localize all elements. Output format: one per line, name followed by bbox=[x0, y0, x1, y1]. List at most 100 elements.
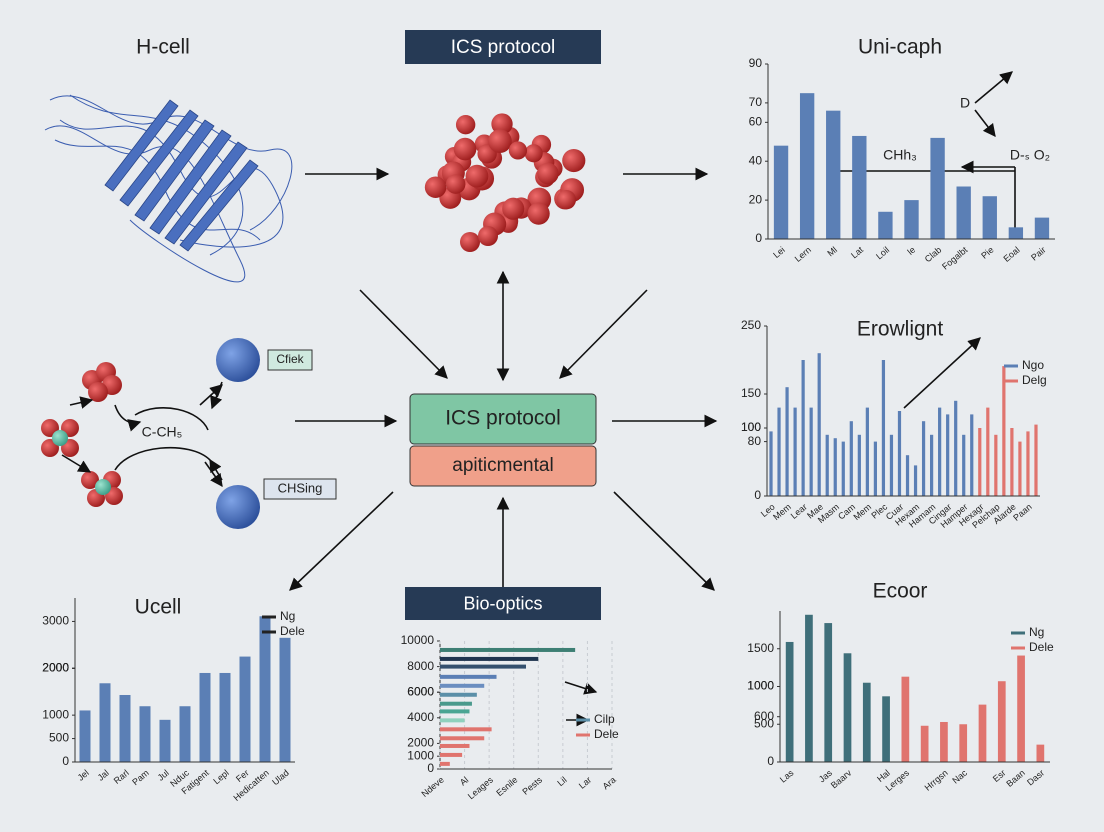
atom bbox=[562, 149, 586, 173]
bar bbox=[1018, 441, 1022, 496]
bar bbox=[139, 706, 151, 762]
bar bbox=[873, 441, 878, 496]
atom bbox=[524, 144, 543, 163]
annotation: D bbox=[960, 95, 970, 111]
bar bbox=[119, 694, 131, 762]
y-tick-label: 70 bbox=[749, 95, 763, 109]
bar bbox=[852, 135, 867, 239]
y-tick-label: 3000 bbox=[42, 614, 69, 628]
bar bbox=[1036, 744, 1045, 762]
bar bbox=[440, 647, 576, 652]
bar bbox=[862, 682, 871, 762]
y-tick-label: 6000 bbox=[407, 684, 434, 698]
atom bbox=[488, 129, 512, 153]
y-tick-label: 0 bbox=[754, 488, 761, 502]
legend-label: Dele bbox=[1029, 640, 1054, 654]
label-box bbox=[267, 349, 313, 371]
bar bbox=[920, 725, 929, 762]
atom bbox=[491, 113, 513, 135]
bar bbox=[440, 727, 492, 732]
bar bbox=[440, 674, 497, 679]
atom bbox=[502, 197, 525, 220]
bar bbox=[938, 407, 942, 496]
atom bbox=[455, 115, 476, 135]
y-tick-label: 1000 bbox=[747, 679, 774, 693]
bar bbox=[997, 681, 1006, 762]
annotation: D-ₛ O₂ bbox=[1010, 147, 1050, 163]
bar bbox=[849, 421, 853, 496]
y-tick-label: 2000 bbox=[42, 660, 69, 674]
bar bbox=[940, 721, 948, 762]
bar bbox=[793, 407, 797, 496]
atom bbox=[460, 232, 480, 252]
bar bbox=[994, 434, 998, 496]
bar bbox=[904, 200, 919, 239]
bar bbox=[785, 641, 794, 762]
bar bbox=[905, 455, 910, 496]
bar bbox=[897, 411, 902, 496]
bar bbox=[440, 709, 470, 714]
y-tick-label: 80 bbox=[748, 434, 762, 448]
bar bbox=[881, 360, 886, 496]
y-tick-label: 500 bbox=[49, 731, 69, 745]
label-top: Cfiek bbox=[276, 352, 304, 366]
bar bbox=[930, 137, 945, 239]
bar bbox=[970, 414, 974, 496]
bar bbox=[956, 186, 971, 239]
bar bbox=[825, 434, 829, 496]
bar bbox=[913, 465, 918, 496]
atom bbox=[445, 174, 466, 194]
bar bbox=[809, 407, 813, 496]
y-tick-label: 250 bbox=[741, 318, 761, 332]
annotation: CHh₃ bbox=[883, 147, 917, 163]
y-tick-label: 100 bbox=[741, 420, 761, 434]
chart-title: Erowlignt bbox=[857, 318, 944, 341]
bar bbox=[440, 664, 526, 669]
bar bbox=[1010, 428, 1014, 496]
bar bbox=[769, 431, 773, 496]
y-tick-label: 10000 bbox=[401, 633, 435, 647]
y-tick-label: 8000 bbox=[407, 659, 434, 673]
bar bbox=[773, 145, 789, 239]
bar bbox=[785, 387, 789, 496]
y-tick-label: 1500 bbox=[747, 641, 774, 655]
bar bbox=[1026, 431, 1030, 496]
protein-title: H-cell bbox=[136, 36, 190, 59]
bar bbox=[817, 353, 821, 496]
bar bbox=[843, 653, 852, 762]
legend-label: Dele bbox=[594, 727, 619, 741]
reaction-molecules bbox=[41, 338, 260, 529]
y-tick-label: 0 bbox=[767, 754, 774, 768]
x-tick-label: le bbox=[906, 245, 918, 257]
y-tick-label: 90 bbox=[749, 56, 763, 70]
bar bbox=[826, 110, 841, 240]
y-tick-label: 6000 bbox=[407, 684, 434, 698]
bar bbox=[440, 743, 470, 748]
atom bbox=[508, 141, 528, 160]
y-tick-label: 0 bbox=[755, 231, 762, 245]
center-box bbox=[409, 393, 597, 445]
y-tick-label: 40 bbox=[749, 153, 763, 167]
bar bbox=[978, 428, 982, 496]
legend-label: Ngo bbox=[1022, 358, 1044, 372]
bar bbox=[878, 211, 893, 239]
bar bbox=[1017, 655, 1025, 762]
y-tick-label: 0 bbox=[427, 761, 434, 775]
atom bbox=[527, 202, 550, 225]
legend-label: Dele bbox=[280, 624, 305, 638]
bar bbox=[986, 407, 990, 496]
bar bbox=[954, 400, 958, 496]
bar bbox=[259, 616, 271, 762]
bar bbox=[801, 360, 805, 496]
bar bbox=[79, 710, 91, 762]
label-box bbox=[263, 478, 337, 500]
bar bbox=[1034, 424, 1038, 496]
bar bbox=[440, 701, 472, 706]
molecule-cluster bbox=[424, 113, 586, 252]
bar bbox=[841, 441, 845, 496]
y-tick-label: 2000 bbox=[42, 660, 69, 674]
y-tick-label: 1000 bbox=[42, 707, 69, 721]
bar bbox=[929, 434, 934, 496]
